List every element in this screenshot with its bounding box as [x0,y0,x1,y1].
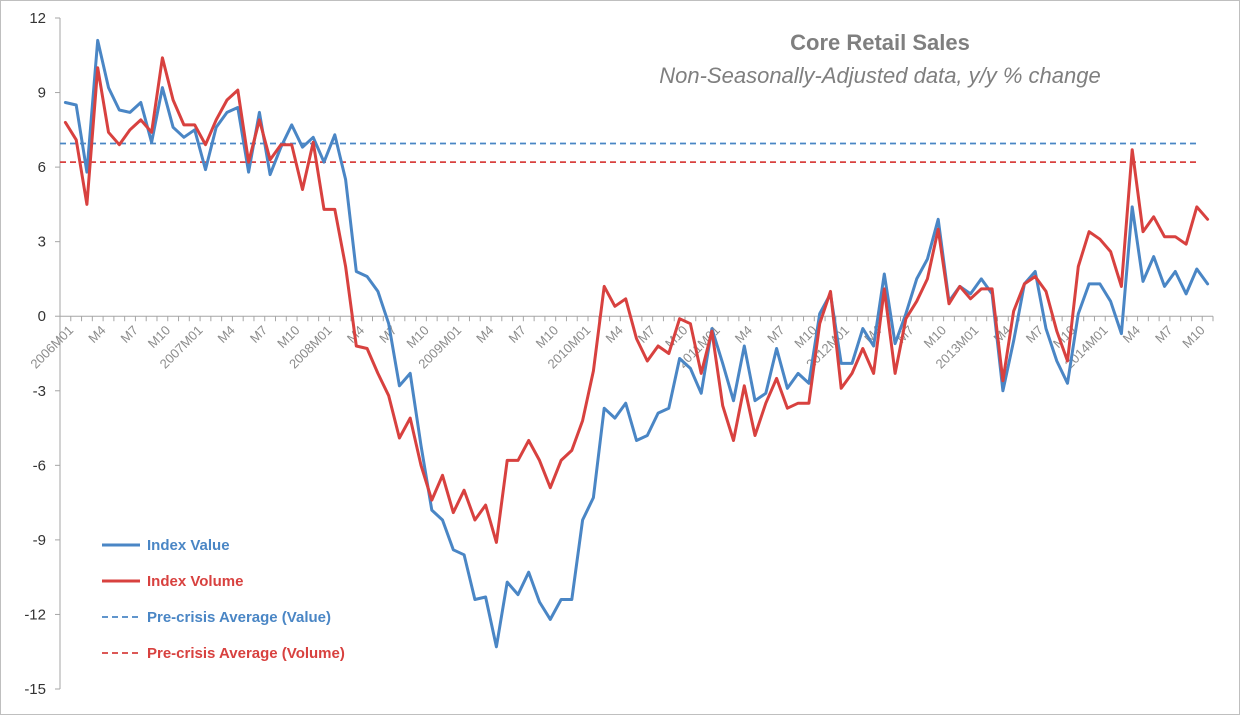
legend-label: Pre-crisis Average (Value) [147,609,331,626]
y-tick-label: -15 [24,681,46,698]
y-tick-label: 12 [29,10,46,27]
y-tick-label: -9 [33,532,46,549]
y-tick-label: -12 [24,606,46,623]
y-tick-label: 3 [38,234,46,251]
series-lines [63,38,1210,649]
y-axis: 12 9 6 3 0 -3 -6 -9 -12 -15 [24,10,61,698]
y-tick-label: -3 [33,383,46,400]
y-tick-label: 6 [38,159,46,176]
chart-subtitle: Non-Seasonally-Adjusted data, y/y % chan… [659,63,1100,88]
legend: Index Value Index Volume Pre-crisis Averag… [102,537,345,662]
y-tick-label: 9 [38,85,46,102]
legend-label: Pre-crisis Average (Volume) [147,645,345,662]
legend-label: Index Value [147,537,230,554]
legend-label: Index Volume [147,573,243,590]
series-line [63,56,1210,544]
y-tick-label: 0 [38,308,46,325]
y-tick-label: -6 [33,457,46,474]
chart-title: Core Retail Sales [790,30,970,55]
